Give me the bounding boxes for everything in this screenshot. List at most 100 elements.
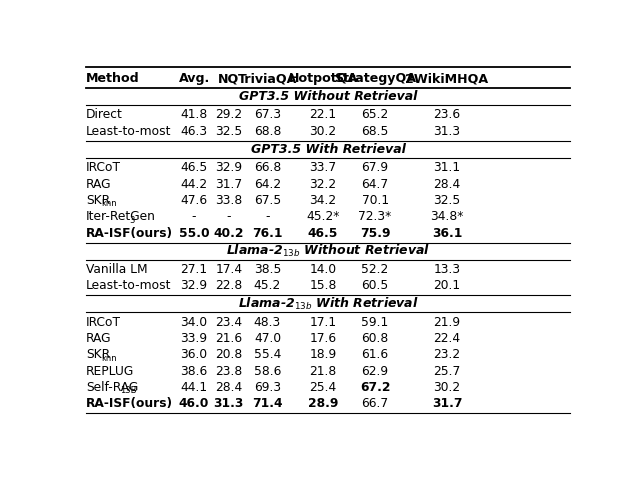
Text: RAG: RAG [86, 177, 111, 190]
Text: 46.0: 46.0 [179, 397, 209, 410]
Text: 55.4: 55.4 [254, 348, 281, 361]
Text: knn: knn [101, 354, 117, 362]
Text: -: - [192, 210, 196, 223]
Text: 21.9: 21.9 [433, 316, 461, 329]
Text: 60.8: 60.8 [362, 332, 388, 345]
Text: REPLUG: REPLUG [86, 364, 134, 377]
Text: 23.4: 23.4 [215, 316, 243, 329]
Text: IRCoT: IRCoT [86, 316, 121, 329]
Text: 76.1: 76.1 [252, 227, 283, 240]
Text: 46.5: 46.5 [308, 227, 338, 240]
Text: 31.7: 31.7 [432, 397, 462, 410]
Text: 34.0: 34.0 [180, 316, 207, 329]
Text: Least-to-most: Least-to-most [86, 279, 172, 292]
Text: 67.5: 67.5 [254, 194, 281, 207]
Text: 22.8: 22.8 [215, 279, 243, 292]
Text: 69.3: 69.3 [254, 381, 281, 394]
Text: 66.8: 66.8 [254, 161, 281, 174]
Text: Avg.: Avg. [179, 72, 210, 85]
Text: Direct: Direct [86, 108, 123, 121]
Text: 61.6: 61.6 [362, 348, 388, 361]
Text: 28.9: 28.9 [308, 397, 338, 410]
Text: 29.2: 29.2 [215, 108, 243, 121]
Text: 68.8: 68.8 [254, 125, 281, 138]
Text: 44.2: 44.2 [180, 177, 207, 190]
Text: 32.5: 32.5 [215, 125, 243, 138]
Text: 17.6: 17.6 [310, 332, 337, 345]
Text: 58.6: 58.6 [254, 364, 281, 377]
Text: Llama-2$_{13b}$ Without Retrieval: Llama-2$_{13b}$ Without Retrieval [226, 243, 430, 259]
Text: -: - [227, 210, 231, 223]
Text: 17.4: 17.4 [215, 263, 243, 276]
Text: 65.2: 65.2 [362, 108, 388, 121]
Text: 48.3: 48.3 [254, 316, 281, 329]
Text: 47.6: 47.6 [180, 194, 207, 207]
Text: 71.4: 71.4 [252, 397, 283, 410]
Text: 20.8: 20.8 [215, 348, 243, 361]
Text: Method: Method [86, 72, 140, 85]
Text: Least-to-most: Least-to-most [86, 125, 172, 138]
Text: NQ: NQ [218, 72, 239, 85]
Text: 28.4: 28.4 [433, 177, 461, 190]
Text: GPT3.5 With Retrieval: GPT3.5 With Retrieval [251, 143, 405, 156]
Text: 22.4: 22.4 [433, 332, 461, 345]
Text: 75.9: 75.9 [360, 227, 390, 240]
Text: 30.2: 30.2 [433, 381, 461, 394]
Text: 64.7: 64.7 [362, 177, 388, 190]
Text: 13.3: 13.3 [433, 263, 461, 276]
Text: 21.8: 21.8 [309, 364, 337, 377]
Text: 32.5: 32.5 [433, 194, 461, 207]
Text: 23.8: 23.8 [215, 364, 243, 377]
Text: 32.9: 32.9 [215, 161, 243, 174]
Text: 3: 3 [129, 215, 134, 225]
Text: 60.5: 60.5 [362, 279, 388, 292]
Text: 38.5: 38.5 [254, 263, 281, 276]
Text: 18.9: 18.9 [309, 348, 337, 361]
Text: 31.1: 31.1 [433, 161, 461, 174]
Text: 34.2: 34.2 [310, 194, 337, 207]
Text: 33.7: 33.7 [310, 161, 337, 174]
Text: 31.3: 31.3 [433, 125, 461, 138]
Text: 36.0: 36.0 [180, 348, 207, 361]
Text: 25.7: 25.7 [433, 364, 461, 377]
Text: 15.8: 15.8 [309, 279, 337, 292]
Text: 62.9: 62.9 [362, 364, 388, 377]
Text: Vanilla LM: Vanilla LM [86, 263, 148, 276]
Text: StrategyQA: StrategyQA [334, 72, 416, 85]
Text: 72.3*: 72.3* [358, 210, 392, 223]
Text: 23.2: 23.2 [433, 348, 461, 361]
Text: 67.3: 67.3 [254, 108, 281, 121]
Text: 25.4: 25.4 [309, 381, 337, 394]
Text: 66.7: 66.7 [362, 397, 388, 410]
Text: 27.1: 27.1 [180, 263, 207, 276]
Text: 45.2*: 45.2* [307, 210, 340, 223]
Text: 64.2: 64.2 [254, 177, 281, 190]
Text: Iter-RetGen: Iter-RetGen [86, 210, 156, 223]
Text: 23.6: 23.6 [433, 108, 461, 121]
Text: 67.2: 67.2 [360, 381, 390, 394]
Text: RAG: RAG [86, 332, 111, 345]
Text: 52.2: 52.2 [362, 263, 388, 276]
Text: GPT3.5 Without Retrieval: GPT3.5 Without Retrieval [239, 90, 417, 103]
Text: RA-ISF(ours): RA-ISF(ours) [86, 227, 173, 240]
Text: 30.2: 30.2 [310, 125, 337, 138]
Text: 13B: 13B [120, 386, 136, 395]
Text: HotpotQA: HotpotQA [289, 72, 358, 85]
Text: 36.1: 36.1 [432, 227, 462, 240]
Text: Self-RAG: Self-RAG [86, 381, 138, 394]
Text: 14.0: 14.0 [310, 263, 337, 276]
Text: IRCoT: IRCoT [86, 161, 121, 174]
Text: 47.0: 47.0 [254, 332, 281, 345]
Text: TriviaQA: TriviaQA [238, 72, 297, 85]
Text: 33.8: 33.8 [215, 194, 243, 207]
Text: knn: knn [101, 199, 117, 208]
Text: 44.1: 44.1 [180, 381, 207, 394]
Text: 59.1: 59.1 [362, 316, 388, 329]
Text: 22.1: 22.1 [310, 108, 337, 121]
Text: 33.9: 33.9 [180, 332, 207, 345]
Text: 34.8*: 34.8* [430, 210, 464, 223]
Text: 20.1: 20.1 [433, 279, 461, 292]
Text: RA-ISF(ours): RA-ISF(ours) [86, 397, 173, 410]
Text: 46.5: 46.5 [180, 161, 208, 174]
Text: 17.1: 17.1 [310, 316, 337, 329]
